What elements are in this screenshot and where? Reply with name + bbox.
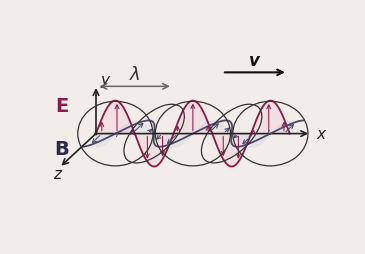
Text: $z$: $z$ (53, 166, 64, 181)
Text: $\lambda$: $\lambda$ (129, 66, 141, 84)
Text: $x$: $x$ (316, 126, 328, 141)
Text: $\mathbf{E}$: $\mathbf{E}$ (55, 97, 69, 116)
Text: $\mathbf{B}$: $\mathbf{B}$ (54, 139, 70, 158)
Text: $y$: $y$ (100, 74, 111, 90)
Text: $\boldsymbol{v}$: $\boldsymbol{v}$ (248, 52, 261, 70)
